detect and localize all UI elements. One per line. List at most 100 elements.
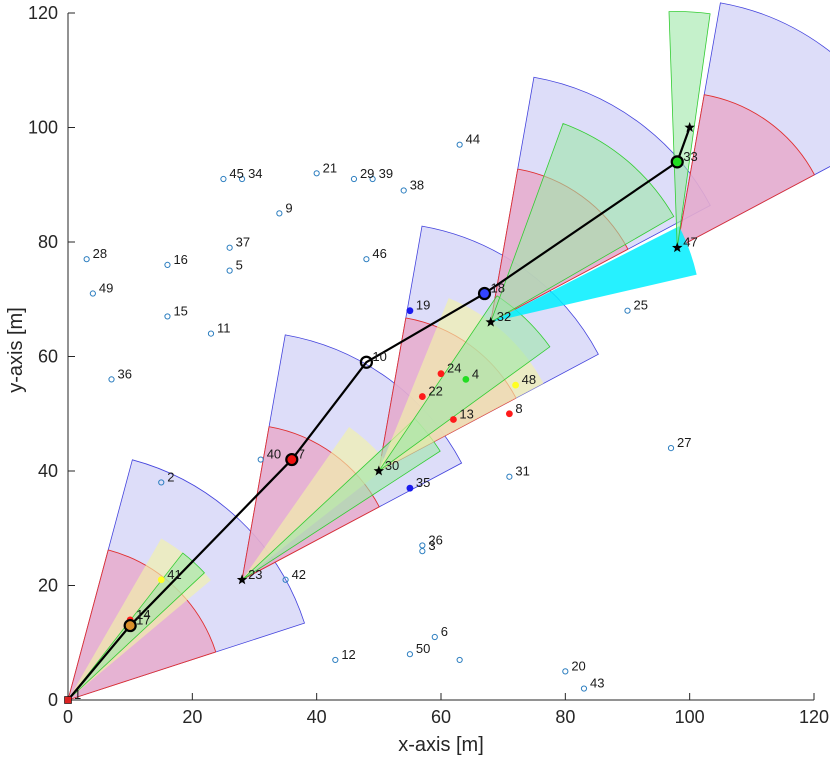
node-43 — [580, 685, 588, 692]
node-8 — [505, 410, 513, 418]
node-label-13: 13 — [459, 406, 473, 421]
node-label-6: 6 — [441, 624, 448, 639]
node-label-18: 18 — [491, 281, 505, 296]
node-11 — [207, 330, 215, 337]
node-9 — [276, 210, 283, 217]
node-32 — [485, 316, 496, 327]
node-label-36: 36 — [118, 366, 132, 381]
node-label-16: 16 — [173, 252, 187, 267]
node-3 — [419, 548, 426, 555]
node-21 — [313, 170, 320, 177]
beam-green-6 — [489, 123, 675, 324]
y-tick-label-6: 120 — [28, 3, 58, 23]
node-24 — [437, 370, 445, 378]
node-19 — [406, 307, 414, 315]
y-tick-label-0: 0 — [48, 690, 58, 710]
node-40 — [257, 456, 264, 463]
node-label-35: 35 — [416, 475, 430, 490]
node-29 — [350, 175, 358, 183]
node-label-41: 41 — [167, 567, 181, 582]
x-tick-label-2: 40 — [307, 707, 327, 727]
node-35 — [406, 484, 414, 492]
node-label-12: 12 — [341, 647, 355, 662]
node-label-7: 7 — [298, 447, 305, 462]
node-label-26: 26 — [428, 532, 442, 547]
x-tick-label-3: 60 — [431, 707, 451, 727]
node-label-21: 21 — [323, 160, 337, 175]
node-label-25: 25 — [634, 298, 648, 313]
node-12 — [332, 656, 339, 664]
x-axis-label: x-axis [m] — [398, 734, 484, 756]
node-label-40: 40 — [267, 447, 281, 462]
node-label-49: 49 — [99, 281, 113, 296]
node-2 — [158, 479, 165, 486]
node-labels: 1234567891011121314151617181920212223242… — [74, 132, 698, 702]
node-48 — [512, 381, 519, 389]
node-label-50: 50 — [416, 641, 430, 656]
node-label-2: 2 — [167, 469, 174, 484]
node-13 — [450, 416, 457, 423]
node-label-46: 46 — [372, 246, 386, 261]
node-10 — [359, 355, 373, 369]
node-28 — [83, 256, 90, 263]
node-41 — [157, 576, 165, 584]
node-label-3: 3 — [428, 538, 435, 553]
node-label-4: 4 — [472, 366, 479, 381]
node-15 — [164, 313, 171, 320]
node-label-38: 38 — [410, 177, 424, 192]
y-tick-label-4: 80 — [38, 232, 58, 252]
node-label-33: 33 — [683, 149, 697, 164]
x-tick-label-4: 80 — [555, 707, 575, 727]
node-label-39: 39 — [379, 166, 393, 181]
node-label-11: 11 — [217, 321, 231, 336]
x-tick-label-1: 20 — [182, 707, 202, 727]
node-label-32: 32 — [497, 309, 511, 324]
sector-inner-edges-1 — [241, 426, 380, 581]
node-label-29: 29 — [360, 166, 374, 181]
node-44 — [456, 141, 463, 148]
node-25 — [624, 307, 631, 314]
node-label-48: 48 — [522, 372, 536, 387]
node-label-37: 37 — [236, 235, 250, 250]
node-37 — [226, 244, 233, 251]
node-label-23: 23 — [248, 567, 262, 582]
sector-inner-4 — [677, 94, 815, 248]
node-label-31: 31 — [515, 464, 529, 479]
node-20 — [562, 668, 569, 675]
node-label-10: 10 — [372, 349, 386, 364]
node-34 — [238, 175, 246, 183]
node-22 — [418, 393, 426, 400]
sector-inner-edges-4 — [676, 94, 815, 249]
node-27 — [667, 445, 675, 452]
node-label-27: 27 — [677, 435, 691, 450]
node-label-19: 19 — [416, 298, 430, 313]
x-tick-label-6: 120 — [799, 707, 829, 727]
node-45 — [220, 175, 227, 183]
beam-green-5 — [378, 295, 551, 472]
beam-cyan-7 — [490, 226, 697, 323]
node-26 — [419, 542, 426, 549]
node-label-24: 24 — [447, 361, 461, 376]
node-label-17: 17 — [136, 613, 150, 628]
x-tick-label-0: 0 — [63, 707, 73, 727]
beam-yellow-2 — [242, 427, 390, 580]
node-label-45: 45 — [229, 166, 243, 181]
sector-inner-edges-0 — [67, 549, 216, 701]
node-47 — [672, 242, 683, 253]
y-tick-label-2: 40 — [38, 461, 58, 481]
node-label-28: 28 — [93, 246, 107, 261]
node-extra-50 — [456, 656, 463, 664]
node-42 — [282, 576, 289, 583]
node-6 — [431, 633, 438, 641]
node-label-43: 43 — [590, 676, 604, 691]
sector-inner-arc-4 — [704, 94, 815, 175]
node-31 — [506, 473, 513, 480]
node-5 — [226, 267, 233, 274]
beam-wedges — [67, 11, 711, 701]
y-tick-label-5: 100 — [28, 118, 58, 138]
node-label-9: 9 — [285, 200, 292, 215]
node-extra-51 — [684, 122, 695, 132]
node-36 — [108, 376, 115, 383]
node-50 — [406, 651, 414, 658]
